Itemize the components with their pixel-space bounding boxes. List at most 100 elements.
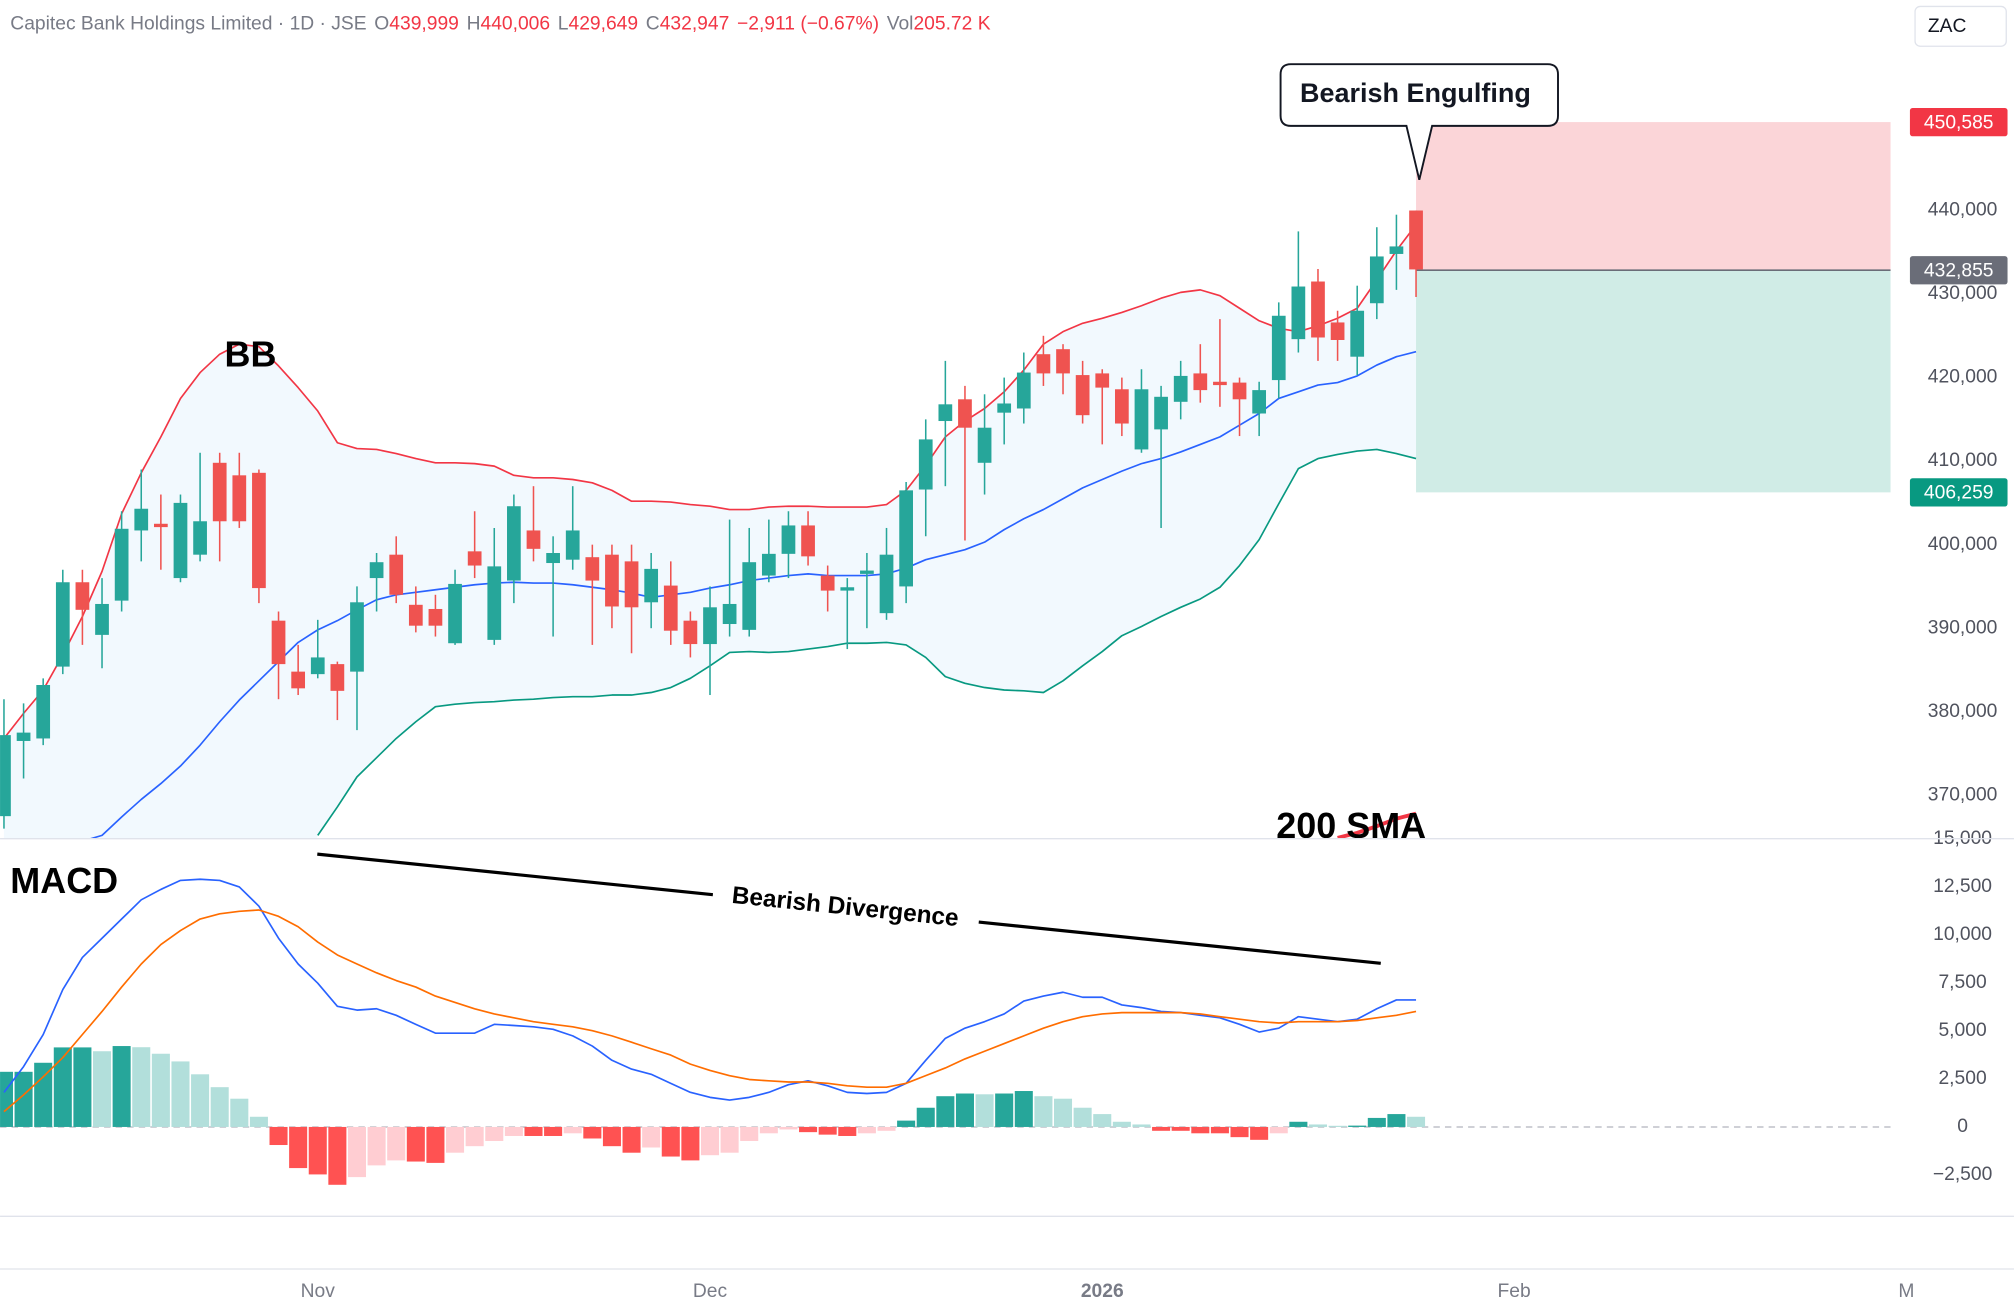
histogram-bar	[1250, 1126, 1269, 1140]
histogram-bar	[289, 1126, 308, 1169]
histogram-bar	[1014, 1091, 1033, 1127]
change: −2,911 (−0.67%)	[737, 13, 879, 34]
histogram-bar	[799, 1126, 818, 1133]
histogram-bar	[1093, 1114, 1112, 1127]
histogram-bar	[1054, 1098, 1073, 1127]
histogram-bar	[367, 1126, 386, 1166]
candle-body	[820, 575, 835, 591]
candle-body	[663, 585, 678, 631]
candle-body	[350, 602, 364, 672]
candle-body	[173, 502, 188, 579]
candle-body	[153, 523, 168, 528]
candle-body	[899, 490, 913, 587]
histogram-bar	[151, 1053, 170, 1127]
histogram-bar	[0, 1071, 13, 1127]
candle-body	[487, 566, 502, 640]
currency[interactable]: ZAC	[1928, 16, 1967, 37]
histogram-bar	[210, 1087, 229, 1127]
histogram-bar	[1073, 1107, 1092, 1127]
candle-body	[938, 404, 953, 422]
y-tick-label: 430,000	[1928, 283, 1998, 304]
histogram-bar	[1152, 1126, 1171, 1131]
candle-body	[624, 561, 639, 608]
histogram-bar	[544, 1126, 563, 1136]
candle-body	[879, 554, 894, 614]
histogram-bar	[53, 1047, 72, 1127]
x-tick-label: 2026	[1081, 1281, 1124, 1302]
histogram-bar	[230, 1098, 249, 1127]
candle-body	[1114, 389, 1129, 424]
histogram-bar	[936, 1096, 955, 1127]
y-tick-label: 380,000	[1928, 701, 1998, 722]
x-tick-label: Feb	[1498, 1281, 1531, 1302]
histogram-bar	[563, 1126, 582, 1134]
histogram-bar	[1132, 1124, 1151, 1127]
histogram-bar	[1171, 1126, 1190, 1131]
divergence-line	[317, 852, 714, 897]
histogram-bar	[112, 1046, 131, 1127]
candle-body	[1311, 281, 1325, 338]
macd-title: MACD	[10, 860, 118, 901]
histogram-bar	[720, 1126, 739, 1153]
ohlc-key: O	[374, 13, 389, 34]
histogram-bar	[759, 1126, 778, 1134]
candle-body	[546, 553, 560, 564]
y-tick-label: 12,500	[1933, 876, 1992, 897]
candle-body	[683, 620, 698, 645]
candle-body	[1075, 375, 1090, 416]
histogram-bar	[34, 1062, 53, 1127]
candle-body	[330, 664, 345, 691]
histogram-bar	[1210, 1126, 1229, 1134]
histogram-bar	[877, 1126, 896, 1131]
histogram-bar	[524, 1126, 543, 1136]
y-tick-label: 440,000	[1928, 200, 1998, 221]
candle-body	[271, 620, 286, 665]
candle-body	[252, 472, 266, 589]
divergence-line	[978, 920, 1381, 965]
candle-body	[1095, 373, 1110, 388]
histogram-bar	[897, 1120, 916, 1127]
candle-body	[742, 562, 757, 630]
histogram-bar	[171, 1061, 190, 1127]
histogram-bar	[328, 1126, 347, 1185]
sma-annotation: 200 SMA	[1276, 805, 1426, 846]
macd-pane	[0, 878, 1891, 1185]
candle-body	[467, 551, 482, 566]
bb-upper	[3, 224, 1417, 739]
candle-body	[1016, 372, 1031, 409]
y-tick-label: −2,500	[1933, 1164, 1992, 1185]
candle-body	[722, 603, 737, 625]
y-tick-label: 400,000	[1928, 534, 1998, 555]
ohlc-key: H	[467, 13, 481, 34]
sma-200	[1337, 811, 1417, 839]
histogram-bar	[446, 1126, 465, 1153]
histogram-bar	[1112, 1121, 1131, 1127]
y-tick-label: 420,000	[1928, 367, 1998, 388]
candle-body	[1330, 322, 1345, 340]
histogram-bar	[465, 1126, 484, 1147]
candle-body	[997, 403, 1012, 413]
candle-body	[55, 582, 70, 667]
price-tag	[1909, 478, 2008, 507]
histogram-bar	[269, 1126, 288, 1146]
histogram-bar	[740, 1126, 759, 1141]
ohlc-value: 440,006	[480, 13, 550, 34]
ohlc-key: C	[646, 13, 660, 34]
candle-body	[95, 603, 109, 635]
ohlc-value: 439,999	[389, 13, 459, 34]
histogram-bar	[308, 1126, 327, 1175]
candle-body	[310, 657, 325, 675]
candle-body	[16, 732, 31, 741]
histogram-bar	[995, 1093, 1014, 1127]
candle-body	[1291, 286, 1306, 340]
histogram-bar	[818, 1126, 837, 1135]
candle-body	[585, 557, 600, 581]
y-tick-label: 390,000	[1928, 617, 1998, 638]
price-tag-label: 432,855	[1924, 261, 1994, 282]
candle-body	[526, 530, 541, 549]
candle-body	[1173, 375, 1188, 402]
currency-button[interactable]	[1914, 5, 2007, 47]
candle-body	[1134, 389, 1149, 450]
histogram-bar	[661, 1126, 680, 1157]
